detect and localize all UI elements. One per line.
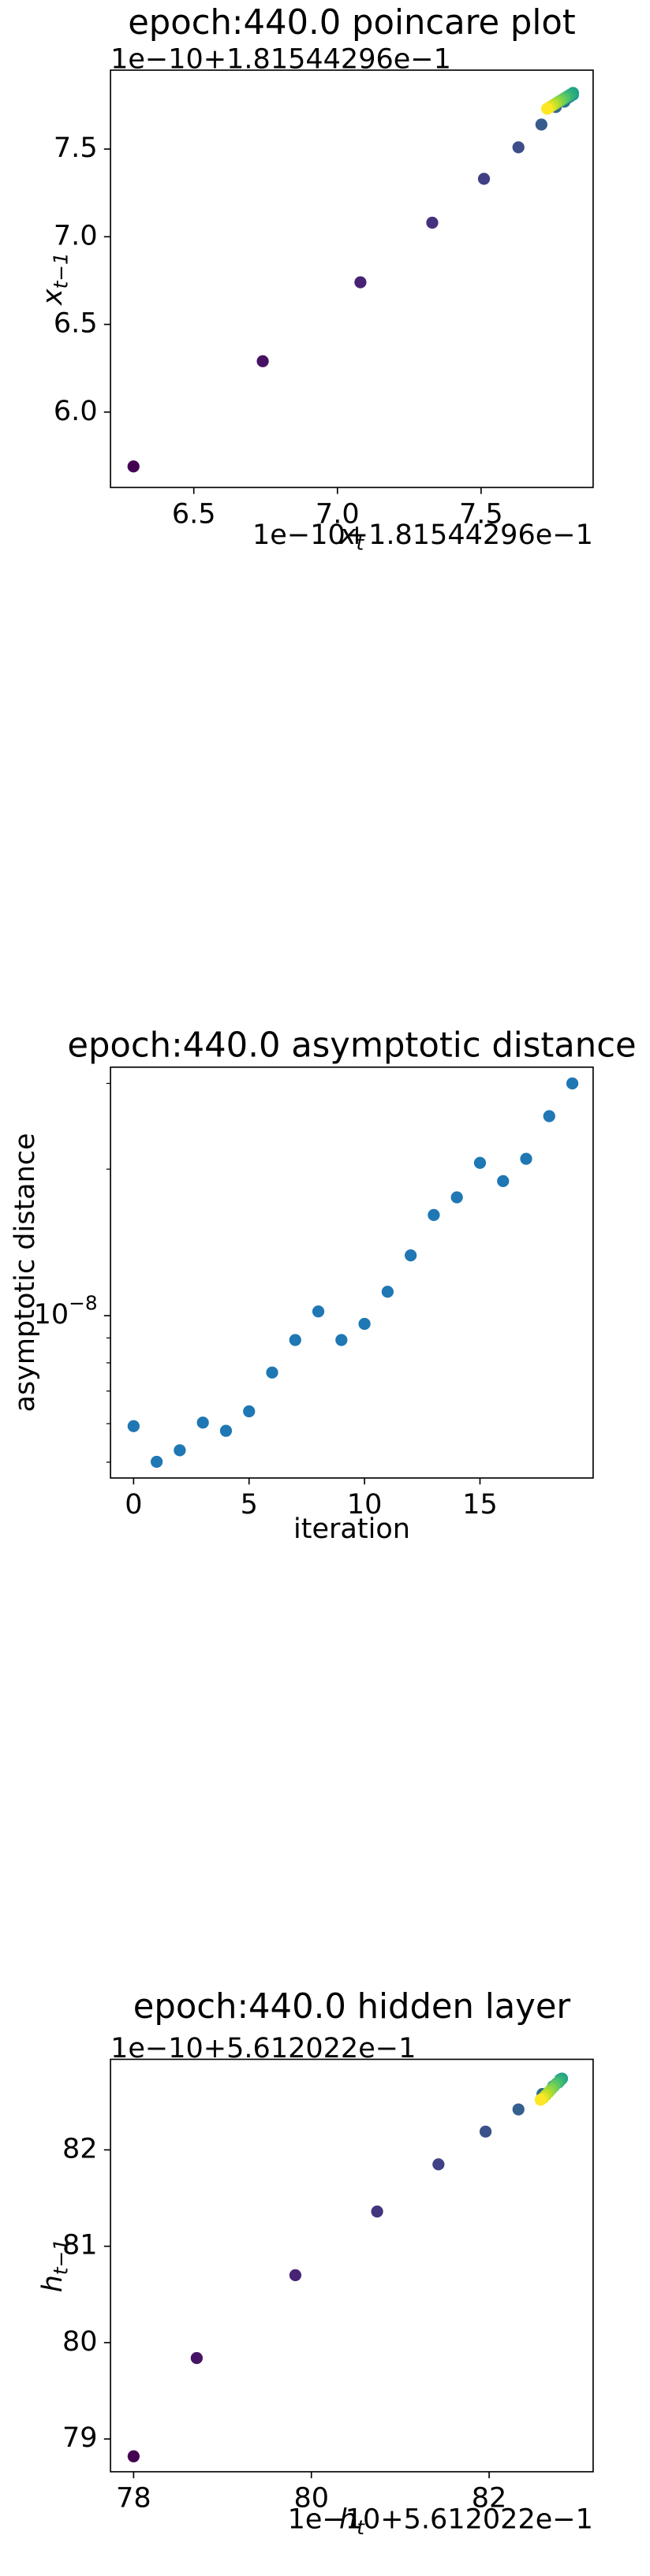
axes-frame	[110, 2058, 594, 2473]
point	[450, 1191, 463, 1204]
point	[512, 141, 525, 154]
point	[541, 102, 554, 115]
y-tick-label: 10−8	[34, 1292, 98, 1331]
x-axis-label: ht	[339, 2503, 365, 2539]
point	[127, 2450, 140, 2462]
x-tick-label: 5	[241, 1488, 258, 1521]
y-tick-label: 6.0	[54, 395, 98, 427]
point	[473, 1156, 487, 1169]
y-tick-label: 6.5	[54, 307, 98, 340]
y-offset-text: 1e−10+5.612022e−1	[110, 2032, 416, 2064]
point	[174, 1444, 186, 1457]
point	[520, 1152, 532, 1165]
point	[426, 216, 439, 229]
point	[428, 1208, 440, 1222]
label-subscript: t−1	[49, 2239, 72, 2275]
x-tick-label: 82	[472, 2482, 507, 2515]
point	[127, 460, 140, 473]
x-tick-label: 6.5	[172, 497, 216, 530]
point	[512, 2103, 525, 2116]
point	[566, 1077, 579, 1090]
point	[335, 1334, 348, 1346]
x-axis-label: iteration	[293, 1513, 410, 1545]
point	[371, 2206, 383, 2218]
x-offset-text: 1e−10+1.81544296e−1	[252, 519, 593, 551]
x-tick-label: 80	[293, 2482, 329, 2515]
x-tick-label: 7.5	[459, 497, 503, 530]
point	[289, 1334, 301, 1346]
x-tick-label: 10	[347, 1488, 383, 1521]
y-tick-label: 79	[62, 2422, 98, 2454]
label-subscript: t	[357, 532, 365, 555]
point	[289, 2269, 302, 2281]
y-axis-label: ht−1	[36, 2239, 72, 2292]
y-tick-label: 7.5	[54, 132, 98, 164]
point	[535, 118, 547, 131]
point	[477, 173, 491, 185]
y-tick-label: 81	[62, 2229, 98, 2261]
point	[219, 1424, 233, 1437]
chart-title: epoch:440.0 poincare plot	[128, 3, 576, 43]
label-text: iteration	[293, 1513, 410, 1545]
point	[151, 1455, 163, 1469]
x-tick-label: 0	[125, 1488, 142, 1521]
label-text: x	[36, 288, 69, 306]
y-offset-text: 1e−10+1.81544296e−1	[110, 43, 451, 76]
point	[381, 1286, 394, 1298]
label-text: h	[339, 2503, 357, 2536]
x-axis-label: xt	[339, 519, 365, 554]
chart-title: epoch:440.0 hidden layer	[133, 1987, 571, 2027]
label-text: x	[339, 519, 357, 551]
axes-frame	[110, 1067, 594, 1479]
chart-title: epoch:440.0 asymptotic distance	[67, 1026, 636, 1066]
label-text: asymptotic distance	[9, 1133, 41, 1412]
tick-exponent: −8	[69, 1292, 97, 1315]
point	[354, 276, 367, 288]
point	[256, 355, 269, 367]
y-axis-label: xt−1	[36, 252, 72, 306]
tick-base: 10	[34, 1298, 69, 1331]
point	[243, 1405, 256, 1418]
point	[405, 1249, 417, 1262]
y-tick-label: 80	[62, 2325, 98, 2358]
point	[312, 1305, 325, 1318]
axes-frame	[110, 69, 594, 489]
x-tick-label: 15	[462, 1488, 498, 1521]
point	[190, 2351, 203, 2365]
point	[479, 2125, 492, 2138]
point	[543, 1110, 555, 1122]
point	[266, 1366, 278, 1379]
x-tick-label: 7.0	[316, 497, 360, 530]
label-subscript: t	[357, 2516, 365, 2539]
y-axis-label: asymptotic distance	[9, 1133, 41, 1412]
label-subscript: t−1	[49, 252, 72, 288]
x-tick-label: 78	[116, 2482, 151, 2515]
point	[432, 2158, 445, 2171]
point	[196, 1416, 209, 1429]
point	[358, 1317, 371, 1331]
y-tick-label: 7.0	[54, 219, 98, 251]
x-offset-text: 1e−10+5.612022e−1	[288, 2503, 593, 2536]
point	[127, 1420, 140, 1432]
point	[497, 1174, 510, 1188]
point	[534, 2094, 547, 2106]
y-tick-label: 82	[62, 2132, 98, 2165]
label-text: h	[36, 2275, 69, 2292]
